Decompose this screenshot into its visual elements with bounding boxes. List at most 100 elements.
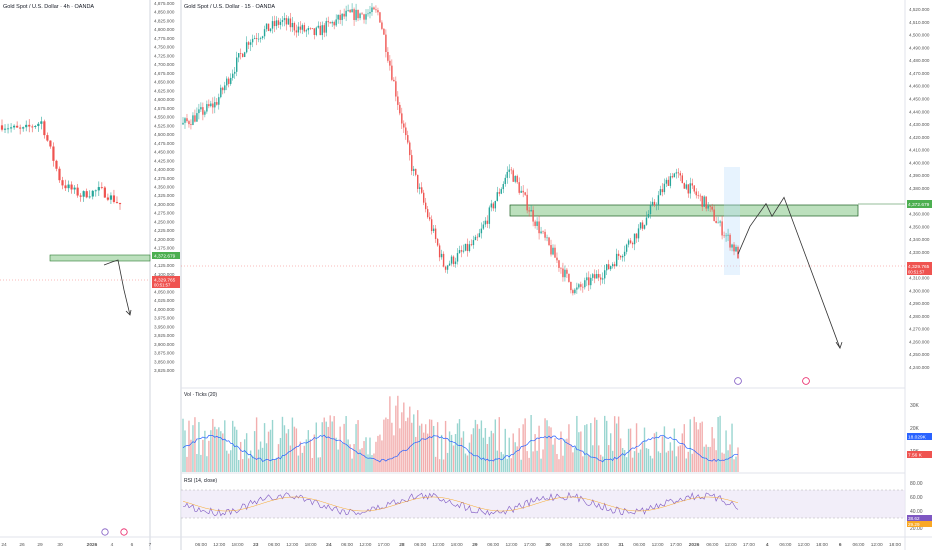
volume-bar: [434, 456, 437, 472]
candle-body: [347, 10, 349, 11]
candle-body: [327, 21, 329, 23]
right-projection-path[interactable]: [737, 196, 841, 349]
left-projection-path[interactable]: [103, 259, 131, 316]
candle-body: [323, 25, 325, 33]
candle-body: [500, 189, 502, 194]
volume-bar: [514, 442, 516, 472]
vol-axis-20k: 20K: [910, 426, 920, 432]
candle-body: [576, 287, 578, 290]
left-price-tick: 3,925.000: [154, 333, 175, 338]
left-event-marker-1-icon[interactable]: [101, 528, 109, 536]
right-time-tick: 06:00: [268, 542, 280, 548]
right-time-tick: 06:00: [414, 542, 426, 548]
volume-bar: [373, 453, 375, 472]
right-time-tick: 17:00: [670, 542, 682, 548]
candle-body: [337, 14, 339, 20]
candle-body: [367, 13, 369, 15]
volume-bar: [466, 455, 469, 472]
volume-bar: [426, 433, 429, 472]
volume-bar: [641, 442, 644, 472]
volume-bar: [594, 417, 596, 472]
volume-bar: [653, 433, 656, 472]
volume-bar: [381, 440, 383, 472]
left-price-axis[interactable]: 4,875.000 4,850.000 4,825.000 4,800.000 4,77…: [154, 1, 175, 373]
volume-bar: [711, 427, 713, 472]
left-price-tick: 4,300.000: [154, 202, 175, 207]
candle-body: [542, 231, 544, 233]
candle-body: [508, 169, 510, 172]
volume-bar: [673, 428, 676, 472]
candle-body: [681, 175, 684, 184]
candle-body: [37, 123, 40, 126]
left-time-tick: 29: [37, 542, 43, 548]
volume-bar: [675, 456, 678, 472]
volume-bar: [188, 420, 190, 472]
volume-bar: [683, 424, 685, 472]
volume-bar: [452, 445, 455, 472]
right-time-tick: 17:00: [524, 542, 536, 548]
candle-body: [249, 42, 252, 45]
volume-bar: [500, 451, 502, 472]
volume-bar: [733, 459, 735, 472]
volume-bar: [273, 459, 276, 472]
candle-body: [518, 182, 520, 193]
right-time-tick: 12:00: [725, 542, 737, 548]
volume-bar: [639, 449, 642, 472]
volume-bar: [379, 434, 381, 472]
rsi-axis-40: 40.00: [910, 509, 923, 515]
candle-body: [556, 257, 558, 261]
left-price-tick: 4,800.000: [154, 27, 175, 32]
volume-bar: [600, 454, 602, 472]
candle-body: [695, 191, 697, 196]
right-price-axis[interactable]: 4,520.000 4,510.000 4,500.000 4,490.000 4,48…: [909, 7, 930, 370]
candle-body: [604, 270, 606, 279]
volume-bar: [305, 439, 308, 472]
volume-bar: [325, 421, 327, 472]
right-event-marker-1-icon[interactable]: [734, 377, 742, 385]
volume-bar: [241, 459, 244, 472]
volume-bar: [339, 426, 341, 472]
volume-bar: [474, 419, 477, 472]
candle-body: [655, 204, 658, 206]
right-supply-zone[interactable]: [509, 204, 859, 217]
candle-body: [405, 127, 407, 136]
candle-body: [566, 269, 568, 274]
candle-body: [685, 184, 687, 189]
volume-bar: [430, 419, 433, 472]
candle-body: [428, 217, 431, 220]
right-price-tick: 4,410.000: [909, 148, 930, 153]
candle-body: [600, 277, 602, 280]
volume-bar: [540, 458, 542, 472]
volume-bar: [369, 437, 371, 472]
candle-body: [639, 222, 642, 229]
candle-body: [241, 53, 244, 58]
left-zone-price-tag: [152, 252, 180, 259]
right-event-marker-2-icon[interactable]: [802, 377, 810, 385]
right-price-tick: 4,270.000: [909, 327, 930, 332]
candle-body: [236, 57, 238, 72]
candle-body: [311, 28, 314, 29]
volume-bar: [685, 458, 687, 472]
candle-body: [371, 7, 373, 13]
volume-bar: [249, 450, 252, 472]
volume-bar: [397, 395, 399, 472]
left-event-marker-2-icon[interactable]: [120, 528, 128, 536]
rsi-ma-tag: [907, 521, 932, 527]
left-zone-price-text: 4,372.679: [154, 254, 176, 260]
volume-bar: [566, 438, 568, 472]
left-supply-zone[interactable]: [49, 254, 151, 262]
volume-bar: [218, 427, 220, 472]
left-price-tick: 4,675.000: [154, 71, 175, 76]
volume-bar: [243, 439, 246, 472]
candle-body: [424, 202, 427, 210]
candle-body: [317, 25, 319, 28]
volume-bar: [723, 453, 725, 472]
volume-bar: [592, 445, 594, 472]
volume-bar: [596, 419, 598, 472]
right-time-axis[interactable]: 06:00 12:00 18:00 23 06:00 12:00 18:00 24 06:00 1…: [195, 542, 901, 548]
volume-bar: [196, 454, 198, 472]
left-time-axis[interactable]: 24 26 29 30 2026 4 6 7: [1, 542, 151, 548]
candle-body: [391, 65, 393, 80]
volume-bar: [645, 448, 648, 472]
